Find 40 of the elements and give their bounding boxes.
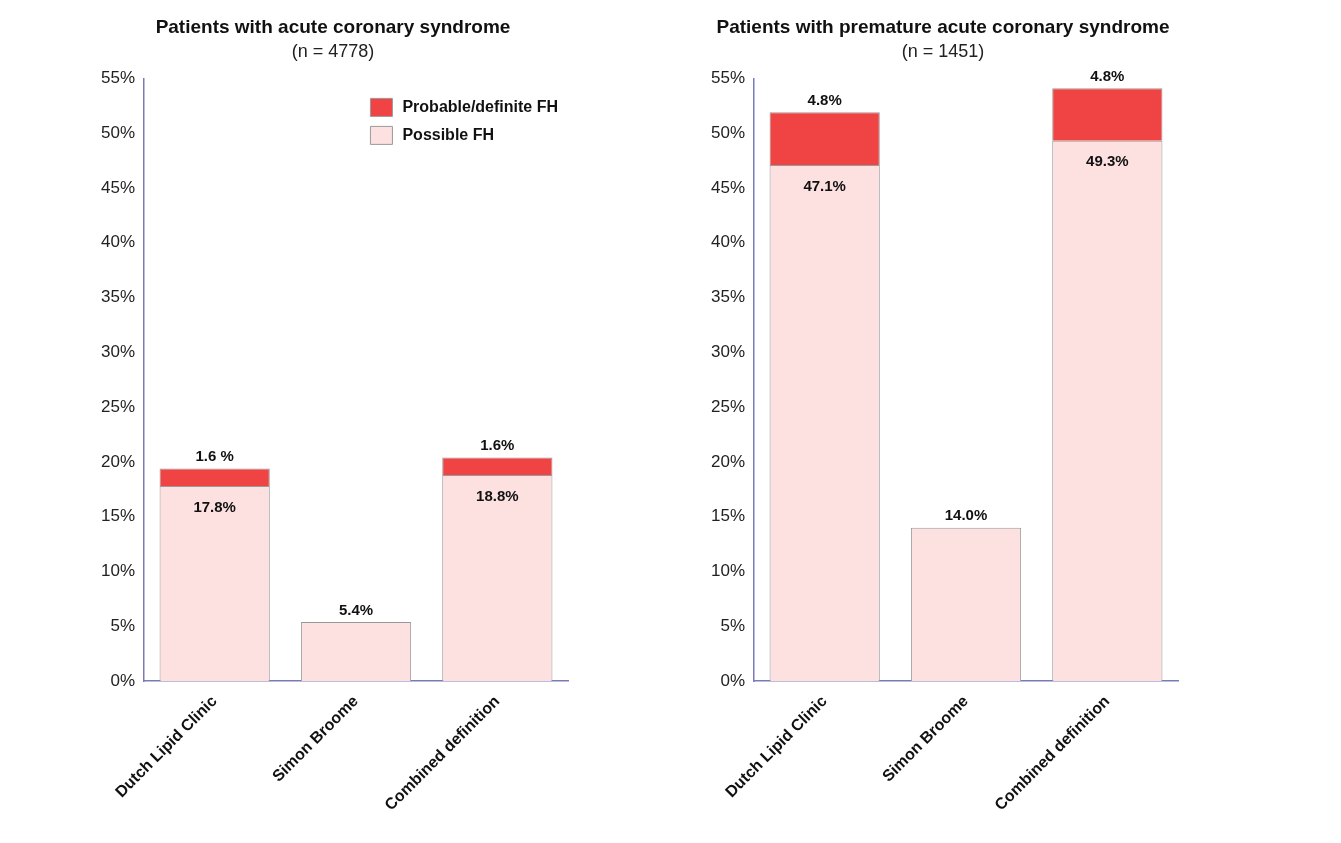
data-label: 1.6 % xyxy=(195,447,234,465)
y-tick-label: 50% xyxy=(100,122,136,142)
y-tick-label: 55% xyxy=(100,68,136,88)
y-tick-label: 20% xyxy=(100,451,136,471)
data-label: 4.8% xyxy=(807,91,842,109)
data-label: 14.0% xyxy=(944,506,988,524)
y-tick-label: 35% xyxy=(710,287,746,307)
chart-title: Patients with premature acute coronary syndrome xyxy=(716,15,1170,37)
legend-label: Probable/definite FH xyxy=(402,97,559,115)
chart-title: Patients with acute coronary syndrome xyxy=(155,15,511,37)
y-tick-label: 25% xyxy=(100,396,136,416)
y-tick-label: 10% xyxy=(710,561,746,581)
y-tick-label: 15% xyxy=(100,506,136,526)
y-tick-label: 0% xyxy=(110,670,136,690)
data-label: 4.8% xyxy=(1090,66,1125,84)
data-label: 5.4% xyxy=(338,600,374,618)
legend-label: Possible FH xyxy=(402,125,495,143)
y-tick-label: 30% xyxy=(100,342,136,362)
y-tick-label: 35% xyxy=(100,287,136,307)
y-tick-label: 25% xyxy=(710,396,746,416)
y-tick-label: 5% xyxy=(110,615,136,635)
y-tick-label: 40% xyxy=(100,232,136,252)
y-tick-label: 20% xyxy=(710,451,746,471)
y-tick-label: 0% xyxy=(720,670,746,690)
data-label: 47.1% xyxy=(803,176,846,194)
chart-subtitle: (n = 1451) xyxy=(901,40,985,61)
data-label: 17.8% xyxy=(193,497,236,515)
y-tick-label: 40% xyxy=(710,232,746,252)
y-tick-label: 15% xyxy=(710,506,746,526)
y-tick-label: 50% xyxy=(710,122,746,142)
y-tick-label: 30% xyxy=(710,342,746,362)
y-tick-label: 10% xyxy=(100,561,136,581)
y-tick-label: 5% xyxy=(720,615,746,635)
y-tick-label: 45% xyxy=(100,177,136,197)
y-tick-label: 45% xyxy=(710,177,746,197)
data-label: 49.3% xyxy=(1086,152,1129,170)
data-label: 18.8% xyxy=(476,486,519,504)
chart-subtitle: (n = 4778) xyxy=(291,40,375,61)
data-label: 1.6% xyxy=(480,436,515,454)
y-tick-label: 55% xyxy=(710,68,746,88)
